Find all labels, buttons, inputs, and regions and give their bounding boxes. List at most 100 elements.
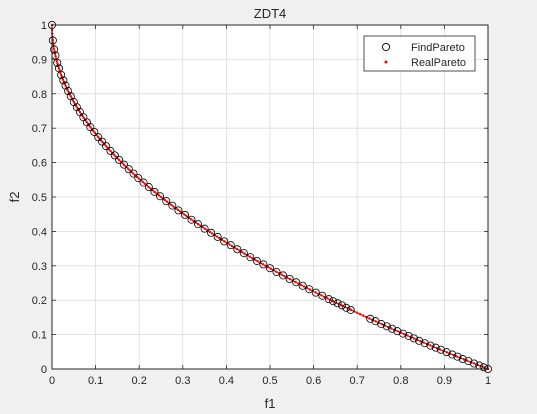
realpareto-point [55, 60, 59, 63]
findpareto-point [404, 331, 413, 340]
realpareto-point [280, 273, 283, 276]
realpareto-point [196, 222, 200, 226]
findpareto-series [48, 20, 492, 373]
x-tick-label: 0.9 [437, 375, 452, 387]
findpareto-point [259, 260, 268, 269]
realpareto-point [320, 294, 323, 297]
realpareto-point [201, 226, 204, 229]
realpareto-point [208, 230, 212, 234]
realpareto-point [269, 267, 273, 270]
realpareto-point [251, 256, 254, 260]
realpareto-point [253, 258, 257, 261]
realpareto-point [340, 304, 344, 307]
findpareto-point [346, 305, 355, 314]
realpareto-point [109, 149, 112, 153]
y-tick-label: 0.1 [32, 330, 47, 342]
findpareto-point [442, 348, 451, 357]
x-tick-label: 0.4 [219, 375, 234, 387]
realpareto-point [172, 205, 175, 208]
x-tick-label: 0.5 [262, 375, 277, 387]
realpareto-point [178, 210, 182, 213]
findpareto-point [57, 70, 66, 79]
findpareto-point [377, 319, 386, 328]
realpareto-point [59, 71, 62, 75]
realpareto-point [99, 139, 103, 142]
y-axis-label: f2 [7, 192, 22, 203]
findpareto-point [72, 103, 81, 112]
y-tick-label: 0.7 [32, 123, 47, 135]
findpareto-point [272, 267, 281, 276]
findpareto-point [382, 322, 391, 331]
realpareto-point [98, 137, 101, 140]
findpareto-point [50, 45, 59, 54]
realpareto-point [176, 208, 180, 212]
findpareto-point [156, 192, 165, 201]
findpareto-point [110, 151, 119, 160]
realpareto-point [165, 200, 169, 203]
realpareto-point [355, 311, 359, 314]
findpareto-point [342, 303, 351, 312]
x-tick-label: 0 [49, 375, 55, 387]
findpareto-point [194, 220, 203, 229]
findpareto-point [119, 160, 128, 169]
realpareto-point [96, 135, 100, 138]
realpareto-point [82, 116, 86, 120]
realpareto-point [402, 332, 406, 336]
realpareto-point [230, 244, 234, 248]
realpareto-point [85, 120, 88, 124]
realpareto-point [472, 362, 476, 365]
realpareto-point [170, 203, 173, 207]
realpareto-point [185, 215, 188, 218]
realpareto-point [248, 255, 251, 258]
findpareto-point [311, 288, 320, 297]
findpareto-point [59, 76, 68, 85]
findpareto-point [139, 178, 148, 187]
realpareto-point [192, 219, 195, 223]
realpareto-point [69, 95, 72, 98]
y-tick-label: 0.5 [32, 192, 47, 204]
realpareto-point [466, 359, 469, 362]
x-tick-label: 1 [485, 375, 491, 387]
y-tick-label: 0.6 [32, 158, 47, 170]
legend-findpareto-label: FindPareto [411, 42, 465, 54]
realpareto-point [288, 277, 292, 281]
findpareto-point [252, 256, 261, 265]
x-tick-label: 0.8 [393, 375, 408, 387]
realpareto-point [64, 84, 67, 88]
realpareto-point [54, 55, 57, 58]
findpareto-point [239, 249, 248, 258]
findpareto-point [213, 232, 222, 241]
findpareto-point [106, 146, 115, 155]
findpareto-point [431, 343, 440, 352]
realpareto-point [157, 194, 160, 197]
findpareto-point [64, 87, 73, 96]
realpareto-point [358, 312, 362, 316]
findpareto-point [168, 201, 177, 210]
realpareto-point [300, 283, 303, 287]
realpareto-point [128, 168, 131, 172]
realpareto-point [243, 252, 246, 255]
findpareto-point [187, 215, 196, 224]
realpareto-point [61, 78, 65, 81]
findpareto-point [134, 174, 143, 183]
realpareto-point [294, 280, 297, 284]
findpareto-point [162, 197, 171, 206]
realpareto-point [72, 101, 76, 104]
realpareto-point [462, 358, 466, 361]
realpareto-point [455, 355, 459, 358]
findpareto-point [48, 36, 57, 45]
x-tick-label: 0.3 [175, 375, 190, 387]
findpareto-point [98, 137, 107, 146]
findpareto-point [207, 228, 216, 237]
realpareto-point [228, 243, 231, 246]
realpareto-point [51, 41, 55, 45]
findpareto-point [180, 210, 189, 219]
findpareto-point [337, 301, 346, 310]
x-tick-labels: 0 0.1 0.2 0.3 0.4 0.5 0.6 0.7 0.8 0.9 1 [49, 375, 491, 387]
realpareto-point [153, 190, 156, 194]
realpareto-point [89, 126, 92, 129]
findpareto-point [200, 224, 209, 233]
findpareto-point [458, 355, 467, 364]
y-tick-label: 1 [41, 20, 47, 32]
realpareto-point [126, 167, 129, 170]
